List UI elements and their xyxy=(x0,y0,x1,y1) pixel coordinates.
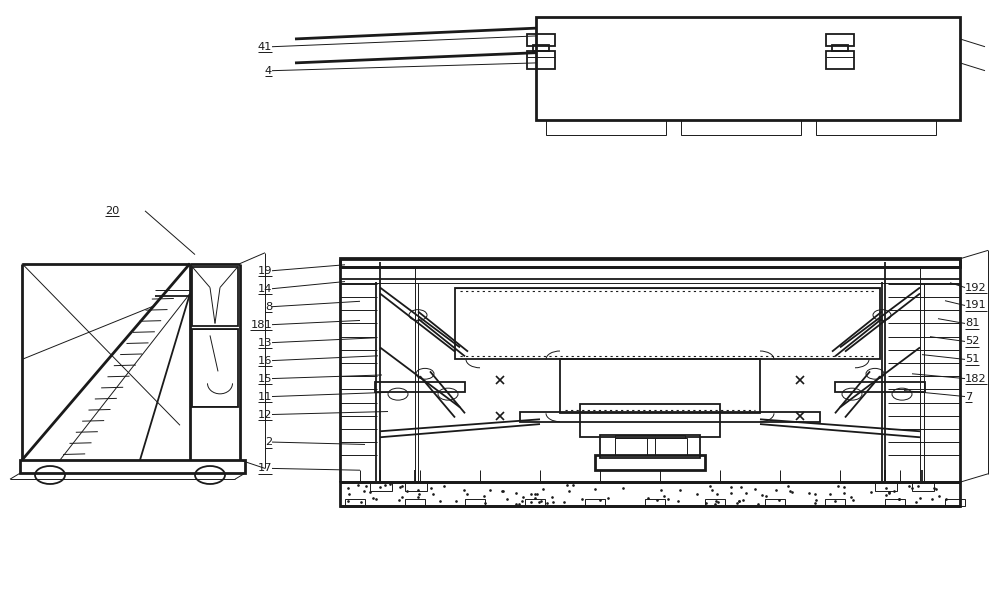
Bar xyxy=(615,438,647,455)
Text: 41: 41 xyxy=(258,42,272,52)
Text: 8: 8 xyxy=(265,302,272,311)
Bar xyxy=(615,435,685,438)
Bar xyxy=(835,382,925,392)
Text: 51: 51 xyxy=(965,355,980,364)
Bar xyxy=(20,460,245,473)
Text: 15: 15 xyxy=(258,374,272,383)
Bar xyxy=(192,329,238,407)
Bar xyxy=(455,288,880,359)
Bar xyxy=(885,499,905,506)
Bar xyxy=(765,499,785,506)
Bar xyxy=(520,412,820,422)
Bar xyxy=(816,120,936,135)
Text: 81: 81 xyxy=(965,319,980,328)
Bar xyxy=(465,499,485,506)
Bar xyxy=(527,51,555,69)
Bar xyxy=(912,482,934,491)
Text: 12: 12 xyxy=(258,410,272,419)
Text: 182: 182 xyxy=(965,374,987,383)
Text: 20: 20 xyxy=(105,206,119,216)
Bar xyxy=(560,359,760,413)
Text: 11: 11 xyxy=(258,392,272,401)
Text: 2: 2 xyxy=(265,437,272,447)
Bar xyxy=(655,438,687,455)
Bar xyxy=(370,482,392,491)
Bar xyxy=(595,455,705,470)
Text: 191: 191 xyxy=(965,301,987,310)
Bar xyxy=(600,435,700,458)
Bar xyxy=(192,267,238,326)
Text: 17: 17 xyxy=(258,464,272,473)
Bar xyxy=(645,499,665,506)
Bar xyxy=(405,499,425,506)
Bar xyxy=(533,45,549,51)
Bar xyxy=(832,45,848,51)
Text: 52: 52 xyxy=(965,337,979,346)
Bar xyxy=(345,499,365,506)
Bar xyxy=(546,120,666,135)
Bar xyxy=(875,482,897,491)
Text: 19: 19 xyxy=(258,266,272,276)
Text: 181: 181 xyxy=(250,320,272,329)
Bar xyxy=(405,482,427,491)
Bar xyxy=(525,499,545,506)
Text: 4: 4 xyxy=(265,66,272,75)
Text: 14: 14 xyxy=(258,284,272,294)
Bar xyxy=(536,17,960,120)
Bar xyxy=(681,120,801,135)
Bar xyxy=(375,382,465,392)
Bar xyxy=(826,51,854,69)
Bar xyxy=(340,258,960,267)
Bar xyxy=(825,499,845,506)
Bar xyxy=(340,482,960,506)
Text: 192: 192 xyxy=(965,283,987,292)
Bar xyxy=(826,34,854,46)
Bar xyxy=(527,34,555,46)
Bar xyxy=(585,499,605,506)
Text: 16: 16 xyxy=(258,356,272,365)
Bar xyxy=(945,499,965,506)
Bar xyxy=(705,499,725,506)
Text: 7: 7 xyxy=(965,392,972,401)
Text: 13: 13 xyxy=(258,338,272,347)
Bar xyxy=(580,404,720,437)
